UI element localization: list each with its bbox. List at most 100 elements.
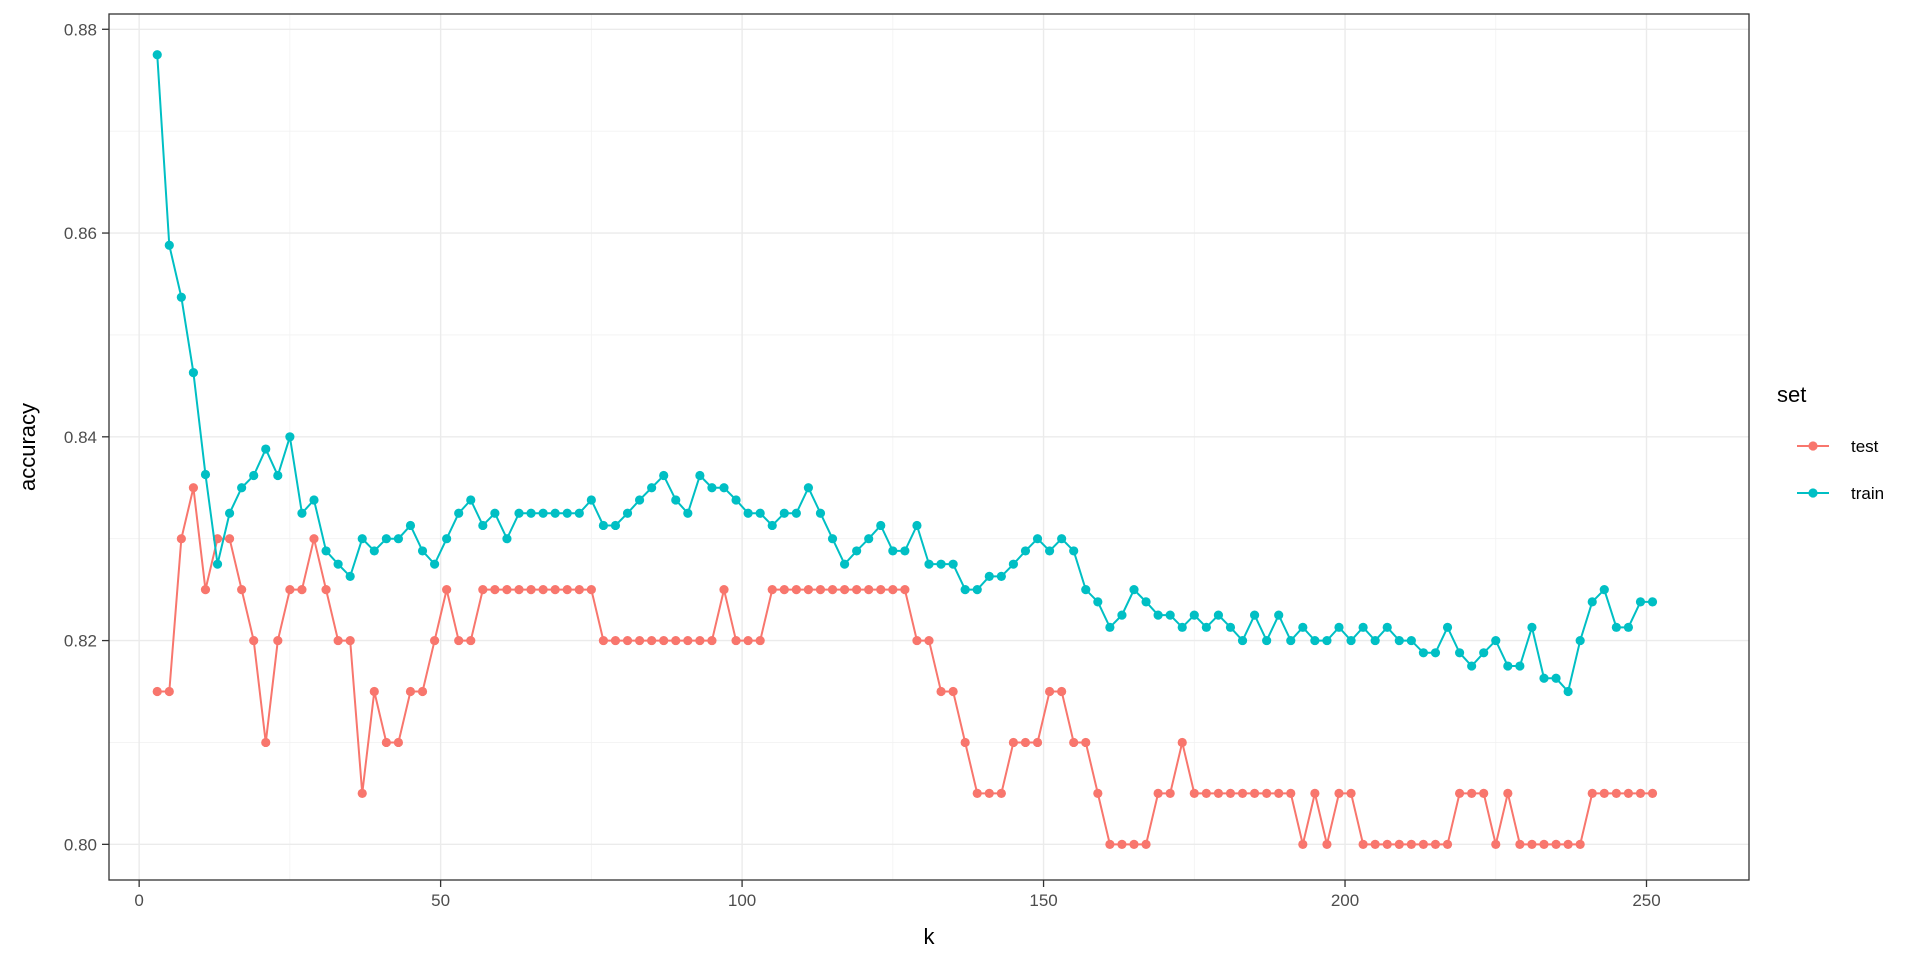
data-point-train [1587,597,1597,607]
data-point-train [1262,635,1272,646]
data-point-test [1057,686,1067,697]
data-point-train [1225,622,1236,632]
data-point-train [803,483,814,493]
data-point-train [948,559,958,569]
data-point-test [912,635,922,646]
data-point-test [1286,788,1296,799]
data-point-train [1237,635,1248,646]
data-point-test [948,686,958,697]
data-point-train [502,534,512,544]
data-point-test [1044,686,1055,697]
data-point-train [996,571,1006,581]
data-point-train [1093,597,1103,607]
data-point-test [984,788,994,799]
data-point-train [659,470,669,481]
data-point-train [273,470,283,481]
data-point-train [1418,648,1429,658]
series-layer [152,50,1658,849]
data-point-test [1527,839,1537,849]
data-point-test [1093,788,1103,799]
data-point-train [1298,622,1308,632]
data-point-test [1225,788,1236,799]
data-point-test [1515,839,1525,849]
data-point-test [755,635,765,646]
y-tick-label: 0.88 [64,20,97,39]
data-point-test [550,585,560,595]
data-point-train [755,508,765,518]
data-point-train [1141,597,1151,607]
data-point-train [1310,635,1320,646]
data-point-train [743,508,753,518]
data-point-train [695,470,705,481]
data-point-test [526,585,536,595]
data-point-train [888,546,898,556]
x-tick-label: 250 [1632,891,1660,910]
data-point-test [442,585,452,595]
data-point-test [261,737,271,748]
data-point-train [538,508,548,518]
data-point-test [478,585,488,595]
data-point-test [285,585,295,595]
data-point-test [972,788,982,799]
data-point-train [1189,610,1199,620]
data-point-train [610,520,621,531]
data-point-test [1454,788,1465,799]
data-point-test [864,585,874,595]
data-point-test [1201,788,1211,799]
data-point-test [1298,839,1308,849]
data-point-test [393,737,404,748]
panel-border [108,13,1750,881]
data-point-train [1286,635,1296,646]
y-tick-label: 0.84 [64,428,97,447]
data-point-test [803,585,814,595]
data-point-train [454,508,464,518]
data-point-train [984,571,994,581]
data-point-test [996,788,1006,799]
data-point-train [1382,622,1392,632]
data-point-test [297,585,307,595]
data-point-train [526,508,536,518]
x-axis-title: k [924,924,936,949]
y-axis-title: accuracy [15,403,40,491]
data-point-train [1201,622,1211,632]
data-point-test [936,686,946,697]
data-point-train [1503,661,1513,671]
series-train [152,50,1658,697]
data-point-test [1370,839,1380,849]
data-point-train [1129,585,1139,595]
data-point-test [1479,788,1489,799]
data-point-train [1346,635,1356,646]
data-point-test [1394,839,1404,849]
data-point-test [1647,788,1658,799]
data-point-test [900,585,910,595]
data-point-train [1358,622,1368,632]
data-point-train [249,470,259,481]
data-point-train [1069,546,1079,556]
data-point-test [309,534,319,544]
data-point-train [1563,686,1573,697]
data-point-test [1382,839,1392,849]
y-tick-label: 0.82 [64,632,97,651]
y-tick-label: 0.80 [64,835,97,854]
x-tick-label: 150 [1029,891,1057,910]
data-point-test [779,585,789,595]
data-point-train [1647,597,1658,607]
data-point-train [1551,673,1561,683]
data-point-test [1117,839,1127,849]
data-point-train [381,534,391,544]
data-point-test [1346,788,1356,799]
data-point-test [586,585,596,595]
data-point-train [1623,622,1634,632]
data-point-train [1081,585,1091,595]
data-point-train [176,292,186,302]
data-point-train [224,508,235,518]
data-point-train [586,495,596,505]
data-point-test [369,686,379,697]
data-point-train [1177,622,1187,632]
data-point-test [1430,839,1441,849]
data-point-train [622,508,633,518]
x-tick-label: 0 [134,891,143,910]
data-point-test [1177,737,1187,748]
data-point-train [1515,661,1525,671]
data-point-train [1044,546,1055,556]
